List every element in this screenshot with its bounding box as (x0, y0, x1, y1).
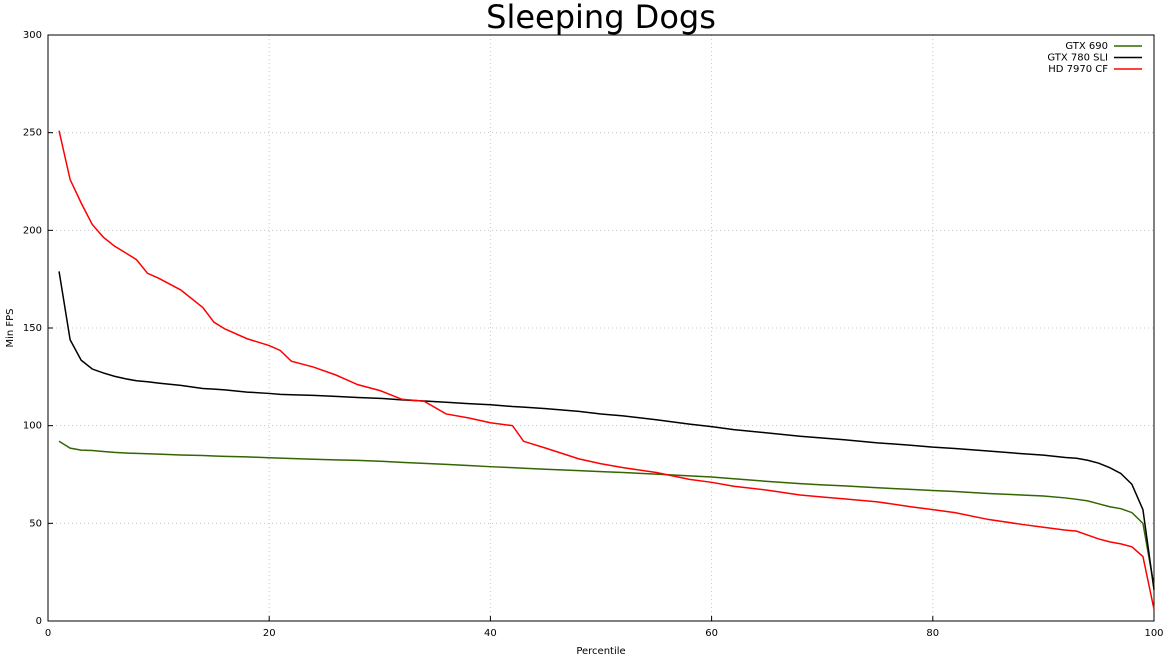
y-axis-label: Min FPS (5, 308, 16, 347)
y-tick-label: 250 (23, 128, 42, 139)
y-tick-label: 100 (23, 421, 42, 432)
x-tick-label: 40 (484, 628, 497, 639)
x-tick-label: 0 (45, 628, 51, 639)
x-tick-label: 100 (1144, 628, 1163, 639)
line-series (58, 271, 1155, 590)
legend-label: GTX 780 SLI (1047, 53, 1108, 64)
x-tick-label: 80 (926, 628, 939, 639)
y-tick-label: 300 (23, 30, 42, 41)
x-tick-label: 60 (705, 628, 718, 639)
plot-frame (47, 34, 1155, 622)
line-series (58, 440, 1155, 586)
x-axis-label: Percentile (576, 646, 625, 657)
chart-title: Sleeping Dogs (486, 0, 716, 36)
x-tick-label: 20 (263, 628, 276, 639)
y-tick-label: 50 (29, 518, 42, 529)
legend-label: HD 7970 CF (1048, 64, 1108, 75)
y-tick-label: 0 (36, 616, 42, 627)
y-tick-label: 200 (23, 225, 42, 236)
y-tick-label: 150 (23, 323, 42, 334)
line-series (58, 130, 1155, 610)
legend-label: GTX 690 (1065, 41, 1108, 52)
